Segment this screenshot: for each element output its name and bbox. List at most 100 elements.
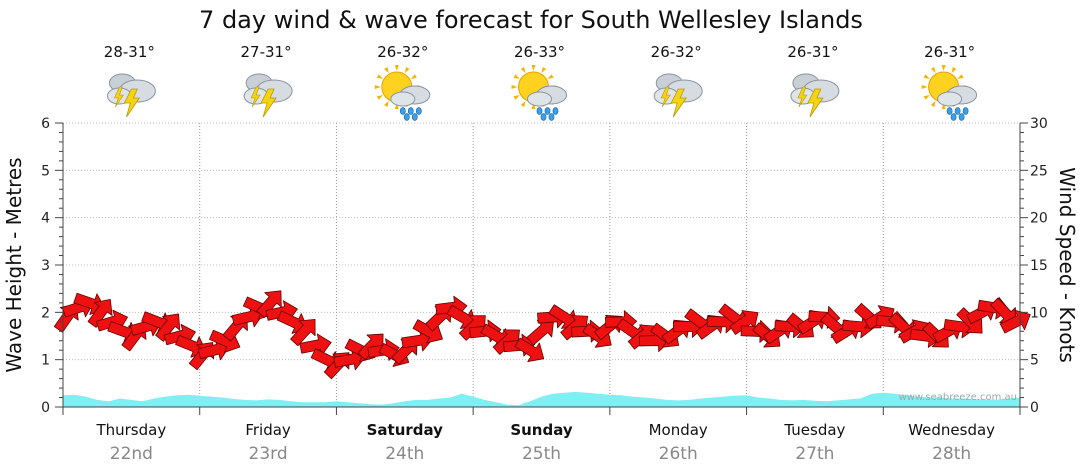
cloud-shape: [527, 91, 552, 107]
wind-arrow: [526, 319, 554, 346]
sun-ray: [531, 103, 536, 109]
right-tick-label: 10: [1030, 305, 1048, 321]
right-tick-label: 0: [1030, 400, 1039, 416]
left-tick-label: 5: [41, 163, 50, 179]
sun-ray-shape: [531, 65, 536, 71]
sun-ray-shape: [513, 74, 520, 79]
rain-drop: [407, 107, 414, 115]
temp-range: 26-33°: [514, 43, 565, 61]
day-name: Monday: [649, 421, 708, 439]
day-name: Saturday: [367, 421, 444, 439]
right-tick-label: 15: [1030, 258, 1048, 274]
sun-ray: [930, 66, 936, 74]
rain-drop: [415, 107, 422, 115]
lightning-bolt: [250, 86, 261, 108]
sun-ray: [930, 100, 936, 108]
day-date: 25th: [522, 444, 561, 464]
rain-drop: [548, 113, 555, 121]
storm-icon: [243, 73, 293, 118]
wind-arrow-shape: [299, 333, 332, 356]
sun-ray-shape: [404, 66, 410, 74]
temp-range: 26-32°: [651, 43, 702, 61]
sun-ray-shape: [923, 95, 930, 100]
sun-ray-shape: [511, 85, 518, 89]
wind-arrow: [514, 337, 545, 363]
rain-drop: [403, 113, 410, 121]
day-date: 22nd: [110, 444, 153, 464]
sun-ray: [941, 103, 946, 109]
rain-drop: [946, 107, 953, 115]
sun-ray-shape: [384, 66, 389, 74]
right-tick-label: 5: [1030, 353, 1039, 369]
sun-ray: [923, 74, 930, 79]
temp-range: 26-31°: [924, 43, 975, 61]
wind-arrow-shape: [514, 337, 545, 363]
sun-ray-shape: [384, 100, 389, 108]
wind-arrow: [999, 309, 1031, 334]
sun-ray: [394, 103, 399, 109]
sun-ray: [384, 100, 389, 108]
sun-ray-shape: [520, 66, 526, 74]
sun-ray: [513, 95, 520, 100]
day-date: 26th: [659, 444, 698, 464]
sun-ray: [921, 85, 928, 89]
axes: 0 1 2 3 4 5 6 0 5 10 15 20 25 30: [41, 116, 1048, 416]
wind-arrow-shape: [256, 290, 282, 318]
day-name: Friday: [245, 421, 291, 439]
left-tick-label: 4: [41, 211, 50, 227]
sun-ray-shape: [930, 100, 936, 108]
wind-arrow-shape: [999, 309, 1031, 334]
temp-range: 26-31°: [787, 43, 838, 61]
rain-drop: [552, 107, 559, 115]
sun-ray-shape: [930, 66, 936, 74]
sun-rain-icon: [511, 65, 567, 121]
sun-ray: [511, 85, 518, 89]
right-tick-label: 30: [1030, 116, 1048, 132]
day-name: Wednesday: [908, 421, 995, 439]
sun-ray-shape: [376, 74, 383, 79]
wind-arrow: [729, 310, 759, 335]
chart-title: 7 day wind & wave forecast for South Wel…: [199, 6, 863, 34]
day-date: 24th: [385, 444, 424, 464]
left-tick-label: 0: [41, 400, 50, 416]
sun-ray-shape: [513, 95, 520, 100]
sun-ray: [541, 66, 547, 74]
storm-icon: [790, 73, 840, 118]
rain-drop: [544, 107, 551, 115]
day-date: 27th: [795, 444, 834, 464]
sun-ray-shape: [923, 74, 930, 79]
sun-ray: [404, 66, 410, 74]
sun-ray: [520, 66, 526, 74]
rain-drop: [962, 107, 969, 115]
lightning-bolt: [670, 88, 687, 118]
sun-ray: [374, 85, 381, 89]
storm-icon: [653, 73, 703, 118]
sun-ray-shape: [531, 103, 536, 109]
sun-ray-shape: [410, 74, 417, 79]
sun-ray: [520, 100, 526, 108]
wave-area: [63, 391, 1020, 407]
cloud-shape: [937, 91, 963, 107]
sun-ray-shape: [951, 66, 957, 74]
sun-ray: [410, 74, 417, 79]
temp-range: 26-32°: [377, 43, 428, 61]
day-date: 28th: [932, 444, 971, 464]
sun-ray-shape: [541, 66, 547, 74]
rain-drop: [399, 107, 406, 115]
left-tick-label: 2: [41, 305, 50, 321]
lightning-bolt: [260, 88, 277, 118]
rain-drop: [954, 107, 961, 115]
sun-ray-shape: [957, 74, 964, 79]
left-tick-label: 3: [41, 258, 50, 274]
day-name: Tuesday: [783, 421, 845, 439]
sun-ray-shape: [376, 95, 383, 100]
sun-ray-shape: [374, 85, 381, 89]
sun-ray: [394, 65, 399, 71]
wind-arrow: [299, 333, 332, 356]
right-tick-label: 25: [1030, 163, 1048, 179]
lightning-bolt: [123, 88, 141, 118]
wind-speed-series: [53, 290, 1031, 380]
right-tick-label: 20: [1030, 211, 1048, 227]
sun-ray-shape: [394, 65, 399, 71]
lightning-bolt: [660, 86, 671, 108]
